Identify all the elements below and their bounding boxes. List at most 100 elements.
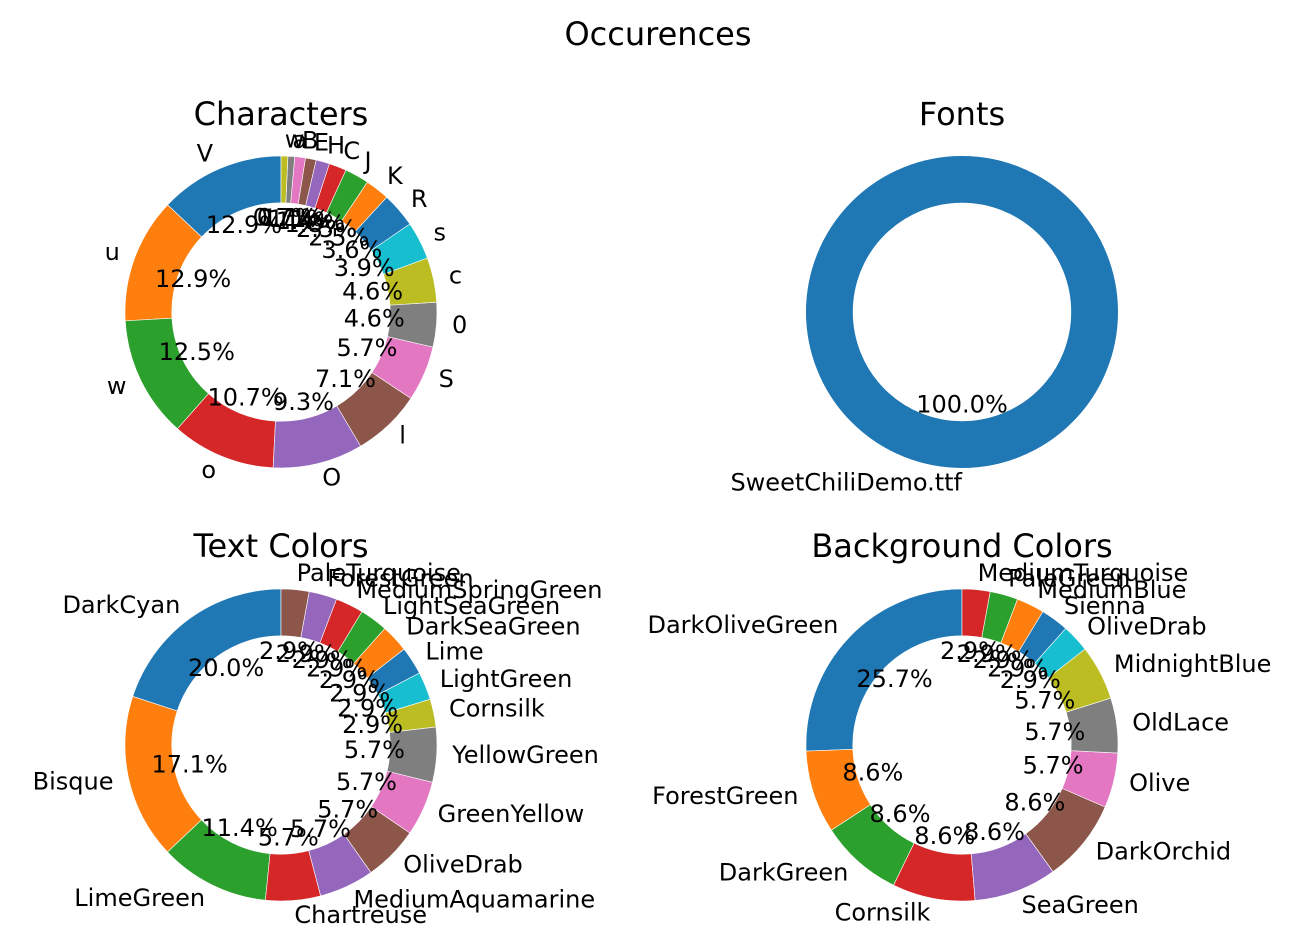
slice-label: a [292, 126, 307, 154]
fonts-donut-chart: Fonts SweetChiliDemo.ttf 100.0% [730, 95, 1119, 497]
slice-percent-label: 4.6% [344, 305, 405, 333]
slice-percent-label: 12.5% [159, 338, 235, 366]
slice-percent-label: 4.6% [342, 278, 403, 306]
slice-percent-label: 5.7% [1023, 751, 1084, 779]
characters-chart-title: Characters [194, 95, 369, 133]
slice-percent-label: 5.7% [290, 815, 351, 843]
slice-percent-label: 5.7% [258, 823, 319, 851]
slice-percent-label: 5.7% [344, 736, 405, 764]
background-colors-donut-chart: Background Colors DarkOliveGreen ForestGr… [647, 527, 1271, 927]
slice-label: OliveDrab [1087, 613, 1206, 641]
slice-percent-label: 8.6% [1004, 789, 1065, 817]
text-colors-chart-title: Text Colors [192, 527, 368, 565]
slice-label: GreenYellow [438, 800, 585, 828]
slice-percent-label: 2.9% [940, 637, 1001, 665]
slice-percent-label: 0.7% [257, 204, 318, 232]
slice-label: V [197, 139, 214, 167]
slice-percent-label: 2.9% [306, 655, 367, 683]
slice-label: LightSeaGreen [383, 592, 560, 620]
slice-label: Chartreuse [294, 901, 427, 929]
slice-percent-label: 2.9% [337, 695, 398, 723]
slice-label: E [314, 129, 329, 157]
donut-wedge [280, 588, 310, 638]
slice-label: l [399, 421, 406, 449]
slice-percent-label: 25.7% [856, 665, 932, 693]
slice-percent-label: 2.9% [329, 679, 390, 707]
slice-percent-label: 2.9% [973, 646, 1034, 674]
slice-percent-label: 2.5% [308, 223, 369, 251]
slice-percent-label: 2.5% [296, 215, 357, 243]
slice-label: MediumBlue [1037, 576, 1186, 604]
slice-label: PaleTurquoise [297, 559, 461, 587]
slice-label: C [343, 137, 360, 165]
slice-label: J [362, 147, 371, 175]
slice-percent-label: 8.6% [964, 818, 1025, 846]
slice-percent-label: 12.9% [206, 211, 282, 239]
slice-label: K [387, 162, 404, 190]
slice-label: DarkOliveGreen [647, 611, 838, 639]
slice-percent-label: 8.6% [842, 758, 903, 786]
donut-wedge [280, 155, 289, 204]
slice-label: SeaGreen [1021, 891, 1138, 919]
slice-label: O [322, 464, 341, 492]
slice-label: w [285, 125, 305, 153]
slice-label: PaleGreen [1008, 565, 1130, 593]
slice-label: c [449, 262, 462, 290]
slice-label: Cornsilk [835, 899, 931, 927]
slice-label: Olive [1129, 769, 1190, 797]
slice-percent-label: 2.9% [1000, 666, 1061, 694]
slice-percent-label: 1.1% [268, 205, 329, 233]
slice-percent-label: 2.9% [276, 640, 337, 668]
slice-percent-label: 2.9% [342, 711, 403, 739]
slice-percent-label: 1.1% [262, 204, 323, 232]
slice-label: 0 [452, 311, 467, 339]
slice-label: Cornsilk [449, 695, 545, 723]
slice-label: LightGreen [440, 665, 573, 693]
slice-label: Sienna [1064, 592, 1146, 620]
slice-percent-label: 9.3% [273, 388, 334, 416]
slice-label: R [411, 185, 428, 213]
slice-label: YellowGreen [451, 741, 599, 769]
figure-title: Occurences [564, 15, 751, 53]
slice-label: s [434, 218, 447, 246]
slice-label: Lime [425, 637, 483, 665]
text-colors-donut-chart: Text Colors DarkCyan Bisque LimeGreen Chart… [33, 527, 603, 929]
slice-percent-label: 17.1% [152, 750, 228, 778]
slice-label: MediumAquamarine [353, 886, 595, 914]
slice-percent-label: 100.0% [916, 391, 1008, 419]
slice-label: OliveDrab [403, 850, 522, 878]
donut-wedge [806, 155, 1119, 469]
slice-label: DarkOrchid [1096, 838, 1232, 866]
slice-label: H [327, 132, 345, 160]
slice-percent-label: 0.7% [253, 203, 314, 231]
slice-label: MediumTurquoise [978, 559, 1189, 587]
slice-label: B [302, 127, 318, 155]
slice-percent-label: 2.9% [292, 646, 353, 674]
slice-percent-label: 2.9% [319, 666, 380, 694]
slice-percent-label: 12.9% [155, 265, 231, 293]
slice-label: DarkGreen [719, 859, 849, 887]
slice-label: ForestGreen [327, 565, 473, 593]
slice-label: DarkSeaGreen [406, 613, 580, 641]
slice-label: SweetChiliDemo.ttf [730, 469, 962, 497]
slice-label: DarkCyan [62, 591, 180, 619]
slice-label: MediumSpringGreen [356, 576, 602, 604]
slice-percent-label: 8.6% [870, 800, 931, 828]
slice-percent-label: 5.7% [317, 796, 378, 824]
slice-percent-label: 5.7% [1014, 686, 1075, 714]
slice-percent-label: 3.9% [334, 254, 395, 282]
slice-percent-label: 2.9% [987, 655, 1048, 683]
slice-label: w [107, 372, 127, 400]
slice-label: LimeGreen [74, 884, 205, 912]
slice-label: o [201, 456, 216, 484]
slice-percent-label: 20.0% [188, 654, 264, 682]
slice-percent-label: 3.6% [321, 236, 382, 264]
slice-label: OldLace [1132, 708, 1229, 736]
slice-percent-label: 10.7% [207, 384, 283, 412]
slice-percent-label: 5.7% [1024, 718, 1085, 746]
slice-label: Bisque [33, 767, 114, 795]
slice-label: S [439, 365, 454, 393]
slice-percent-label: 11.4% [202, 814, 278, 842]
slice-percent-label: 1.4% [276, 207, 337, 235]
